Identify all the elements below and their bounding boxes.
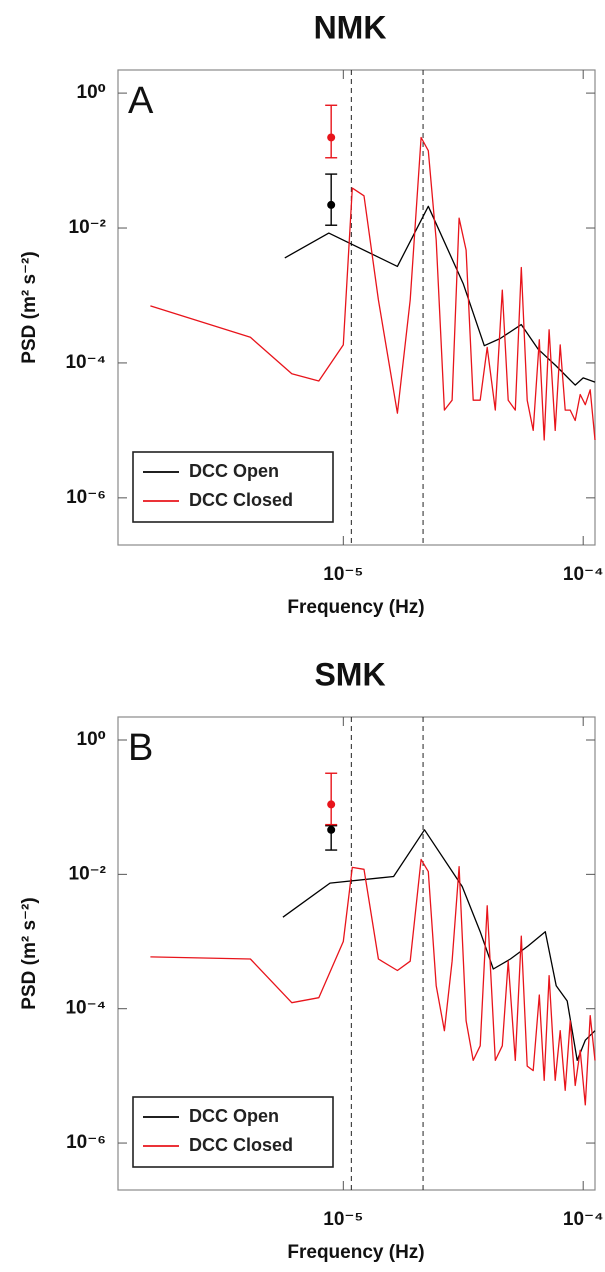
legend-label: DCC Closed [189,490,293,510]
y-tick-label: 10⁻² [69,863,107,884]
x-axis-label: Frequency (Hz) [287,597,424,618]
y-tick-label: 10⁻⁴ [65,998,106,1019]
error-point [327,800,336,809]
y-tick-label: 10⁻⁴ [65,352,106,373]
error-point [327,825,336,834]
y-tick-label: 10⁰ [77,729,106,750]
series-line [150,858,596,1106]
y-axis-label: PSD (m² s⁻²) [19,251,40,363]
series-line [282,829,596,1062]
y-tick-label: 10⁰ [77,82,106,103]
panel-label: B [128,727,153,769]
x-tick-label: 10⁻⁵ [323,564,363,585]
chart-title: SMK [314,656,385,692]
chart-title: NMK [314,9,387,45]
x-tick-label: 10⁻⁴ [563,1209,604,1230]
x-tick-label: 10⁻⁵ [323,1209,363,1230]
x-tick-label: 10⁻⁴ [563,564,604,585]
legend-label: DCC Open [189,1106,279,1126]
plot-frame [117,69,596,546]
plot-frame [117,716,596,1191]
error-point [327,200,336,209]
legend-box [132,1096,334,1168]
error-point [327,133,336,142]
legend-label: DCC Closed [189,1135,293,1155]
y-tick-label: 10⁻⁶ [66,1132,106,1153]
y-axis-label: PSD (m² s⁻²) [19,897,40,1009]
legend-box [132,451,334,523]
x-axis-label: Frequency (Hz) [287,1242,424,1263]
legend-label: DCC Open [189,461,279,481]
y-tick-label: 10⁻² [69,217,107,238]
series-line [150,136,596,441]
panel-label: A [128,80,154,122]
series-line [284,205,596,386]
y-tick-label: 10⁻⁶ [66,487,106,508]
